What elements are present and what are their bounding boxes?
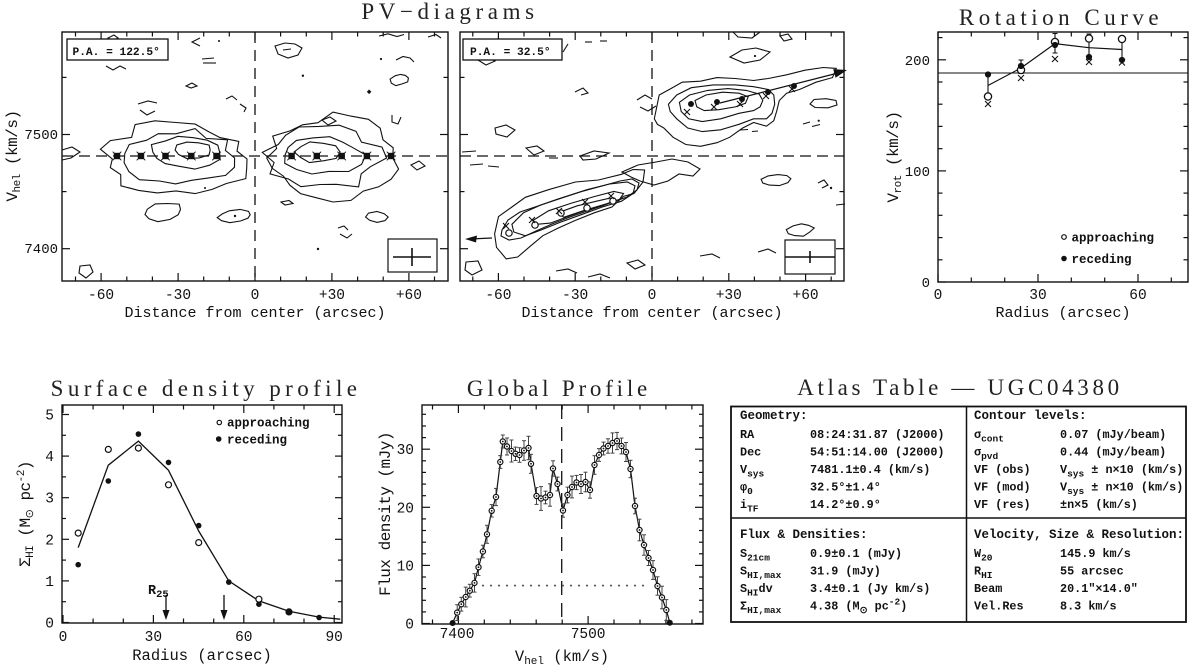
- svg-text:3.4±0.1 (Jy km/s): 3.4±0.1 (Jy km/s): [810, 582, 930, 596]
- svg-text:Atlas Table — UGC04380: Atlas Table — UGC04380: [797, 375, 1123, 400]
- svg-text:approaching: approaching: [227, 417, 310, 431]
- svg-text:20.1"×14.0": 20.1"×14.0": [1060, 582, 1138, 596]
- svg-text:P.A. = 122.5°: P.A. = 122.5°: [73, 47, 160, 59]
- svg-text:Surface density profile: Surface density profile: [51, 376, 362, 401]
- svg-text:7400: 7400: [440, 627, 475, 643]
- svg-text:30: 30: [1029, 288, 1046, 304]
- svg-text:7500: 7500: [24, 128, 58, 144]
- svg-text:Flux & Densities:: Flux & Densities:: [740, 528, 868, 542]
- svg-text:0.44 (mJy/beam): 0.44 (mJy/beam): [1060, 446, 1166, 460]
- svg-text:60: 60: [1129, 288, 1146, 304]
- svg-text:3: 3: [45, 492, 54, 508]
- svg-text:31.9 (mJy): 31.9 (mJy): [810, 565, 881, 579]
- svg-text:R25: R25: [148, 584, 169, 601]
- svg-text:±n×5 (km/s): ±n×5 (km/s): [1060, 498, 1138, 512]
- svg-text:0.9±0.1 (mJy): 0.9±0.1 (mJy): [810, 547, 902, 561]
- svg-text:0: 0: [648, 288, 657, 304]
- svg-text:7400: 7400: [24, 242, 58, 258]
- svg-text:0: 0: [922, 276, 930, 292]
- svg-text:7481.1±0.4 (km/s): 7481.1±0.4 (km/s): [810, 463, 930, 477]
- svg-text:0: 0: [934, 288, 943, 304]
- svg-text:Vsys ± n×10 (km/s): Vsys ± n×10 (km/s): [1060, 463, 1183, 480]
- svg-text:P.A. = 32.5°: P.A. = 32.5°: [470, 47, 551, 59]
- svg-text:Radius (arcsec): Radius (arcsec): [132, 647, 272, 665]
- svg-text:VF (res): VF (res): [974, 498, 1031, 512]
- svg-text:+60: +60: [793, 288, 819, 304]
- svg-text:Geometry:: Geometry:: [740, 409, 808, 423]
- svg-text:14.2°±0.9°: 14.2°±0.9°: [810, 498, 881, 512]
- svg-text:Vel.Res: Vel.Res: [974, 600, 1024, 614]
- svg-text:4.38 (M⊙ pc-2): 4.38 (M⊙ pc-2): [810, 597, 907, 617]
- svg-text:-60: -60: [485, 288, 511, 304]
- svg-text:+30: +30: [319, 288, 345, 304]
- svg-text:30: 30: [145, 630, 162, 646]
- svg-text:08:24:31.87 (J2000): 08:24:31.87 (J2000): [810, 428, 945, 442]
- svg-text:Distance from center (arcsec): Distance from center (arcsec): [124, 305, 385, 322]
- svg-text:1: 1: [45, 575, 54, 591]
- svg-text:100: 100: [905, 165, 930, 181]
- svg-text:0.07 (mJy/beam): 0.07 (mJy/beam): [1060, 428, 1166, 442]
- svg-text:Velocity, Size & Resolution:: Velocity, Size & Resolution:: [974, 528, 1184, 542]
- svg-text:receding: receding: [227, 434, 287, 448]
- svg-text:PV−diagrams: PV−diagrams: [361, 0, 538, 24]
- svg-text:7500: 7500: [571, 627, 606, 643]
- svg-text:Vhel (km/s): Vhel (km/s): [4, 110, 24, 201]
- svg-text:32.5°±1.4°: 32.5°±1.4°: [810, 481, 881, 495]
- svg-text:Global Profile: Global Profile: [467, 376, 651, 401]
- svg-text:2: 2: [45, 533, 54, 549]
- svg-text:VF (mod): VF (mod): [974, 481, 1031, 495]
- svg-text:54:51:14.00 (J2000): 54:51:14.00 (J2000): [810, 446, 945, 460]
- svg-text:receding: receding: [1072, 253, 1132, 267]
- svg-text:20: 20: [397, 501, 414, 517]
- svg-text:Rotation Curve: Rotation Curve: [959, 5, 1163, 30]
- svg-text:55 arcsec: 55 arcsec: [1060, 565, 1124, 579]
- svg-text:Dec: Dec: [740, 446, 761, 460]
- svg-text:approaching: approaching: [1072, 232, 1155, 246]
- svg-text:Contour levels:: Contour levels:: [974, 409, 1087, 423]
- svg-text:Radius (arcsec): Radius (arcsec): [995, 305, 1130, 322]
- svg-text:Beam: Beam: [974, 582, 1002, 596]
- svg-text:Distance from center (arcsec): Distance from center (arcsec): [521, 305, 782, 322]
- svg-text:ΣHI (M⊙ pc-2): ΣHI (M⊙ pc-2): [16, 461, 37, 567]
- svg-text:Vrot (km/s): Vrot (km/s): [885, 111, 905, 202]
- svg-text:90: 90: [325, 630, 342, 646]
- svg-text:+60: +60: [396, 288, 422, 304]
- svg-text:0: 0: [251, 288, 260, 304]
- svg-text:30: 30: [397, 443, 414, 459]
- svg-text:8.3 km/s: 8.3 km/s: [1060, 600, 1117, 614]
- svg-text:Vsys ± n×10 (km/s): Vsys ± n×10 (km/s): [1060, 481, 1183, 498]
- svg-text:10: 10: [397, 559, 414, 575]
- svg-text:VF (obs): VF (obs): [974, 463, 1031, 477]
- svg-text:-30: -30: [562, 288, 588, 304]
- svg-text:RA: RA: [740, 428, 755, 442]
- svg-text:0: 0: [59, 630, 68, 646]
- svg-text:-60: -60: [88, 288, 114, 304]
- svg-text:0: 0: [45, 617, 54, 633]
- svg-text:+30: +30: [716, 288, 742, 304]
- svg-text:145.9 km/s: 145.9 km/s: [1060, 547, 1131, 561]
- svg-text:5: 5: [45, 409, 54, 425]
- svg-text:Flux density (mJy): Flux density (mJy): [377, 432, 395, 596]
- svg-text:0: 0: [405, 618, 414, 634]
- svg-text:60: 60: [235, 630, 252, 646]
- svg-text:-30: -30: [165, 288, 191, 304]
- svg-text:200: 200: [905, 54, 930, 70]
- svg-text:4: 4: [45, 450, 54, 466]
